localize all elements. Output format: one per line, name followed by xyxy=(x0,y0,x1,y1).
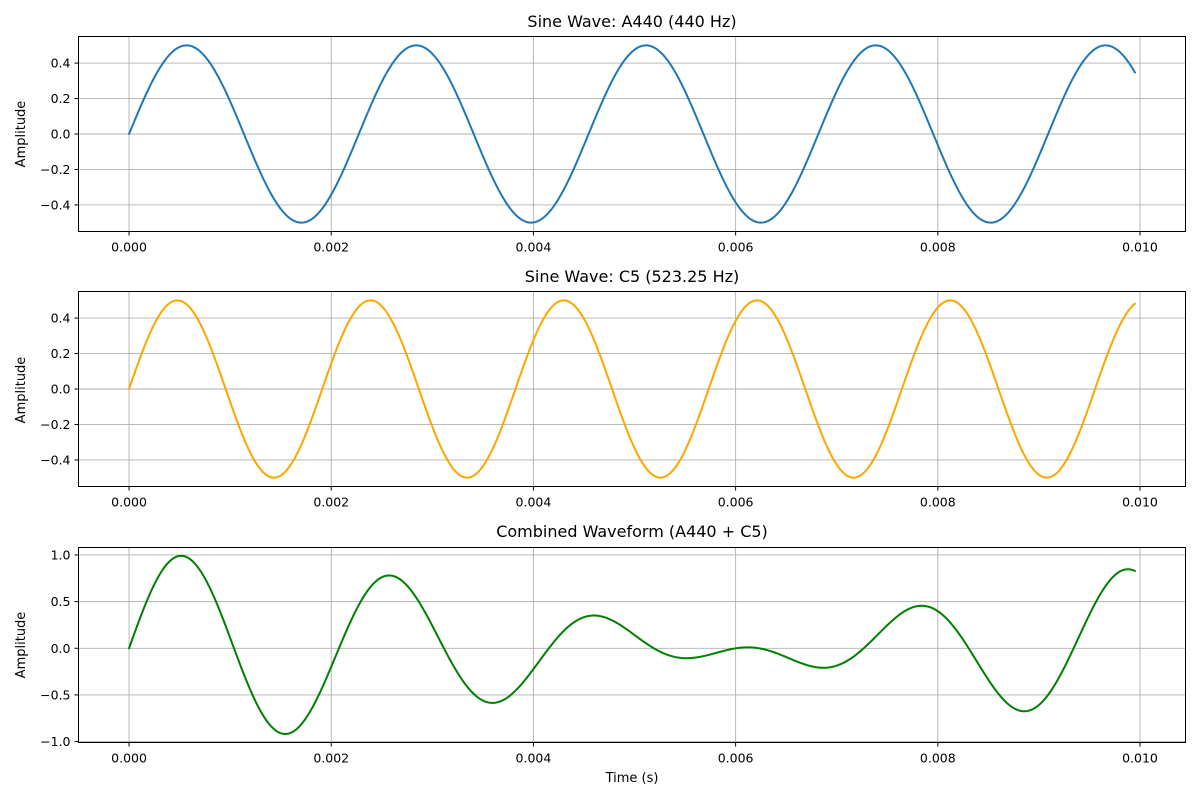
y-tick-label: −0.2 xyxy=(40,417,70,432)
series-line-c5 xyxy=(128,299,1136,479)
x-tick-label: 0.008 xyxy=(920,495,956,510)
x-tick-label: 0.010 xyxy=(1122,495,1158,510)
subplot-combined: Combined Waveform (A440 + C5) Amplitude … xyxy=(14,522,1186,786)
ticks: 0.000 0.002 0.004 0.006 0.008 0.010 −0.4 −0.2 0.… xyxy=(40,56,1158,255)
x-tick-label: 0.006 xyxy=(718,240,754,255)
series-line-a440 xyxy=(128,44,1136,224)
y-tick-label: 0.4 xyxy=(51,311,71,326)
grid xyxy=(78,291,1186,487)
y-tick-label: 0.0 xyxy=(51,641,71,656)
y-tick-label: −0.4 xyxy=(40,452,70,467)
subplot-a440: Sine Wave: A440 (440 Hz) Amplitude 0.000… xyxy=(14,12,1186,255)
y-tick-label: 0.2 xyxy=(51,346,71,361)
x-tick-label: 0.004 xyxy=(516,495,552,510)
y-tick-label: −0.2 xyxy=(40,162,70,177)
x-tick-label: 0.002 xyxy=(313,751,349,766)
y-tick-label: −0.5 xyxy=(40,687,70,702)
y-tick-label: 0.0 xyxy=(51,127,71,142)
x-tick-label: 0.000 xyxy=(111,495,147,510)
x-tick-label: 0.008 xyxy=(920,751,956,766)
x-tick-label: 0.006 xyxy=(718,495,754,510)
x-tick-label: 0.000 xyxy=(111,751,147,766)
grid xyxy=(78,547,1186,743)
y-tick-label: −0.4 xyxy=(40,197,70,212)
y-tick-label: 0.2 xyxy=(51,91,71,106)
y-axis-label: Amplitude xyxy=(14,357,29,424)
series-line-combined xyxy=(128,554,1136,735)
y-tick-label: 0.5 xyxy=(51,594,71,609)
y-tick-label: 0.0 xyxy=(51,382,71,397)
x-tick-label: 0.010 xyxy=(1122,751,1158,766)
ticks: 0.000 0.002 0.004 0.006 0.008 0.010 −0.4 −0.2 0.… xyxy=(40,311,1158,510)
plot-frame xyxy=(78,547,1186,743)
x-tick-label: 0.004 xyxy=(516,240,552,255)
ticks: 0.000 0.002 0.004 0.006 0.008 0.010 −1.0 −0.5 0.… xyxy=(40,547,1158,765)
y-tick-label: 1.0 xyxy=(51,547,71,562)
x-tick-label: 0.002 xyxy=(313,240,349,255)
x-tick-label: 0.000 xyxy=(111,240,147,255)
y-tick-label: −1.0 xyxy=(40,734,70,749)
x-tick-label: 0.002 xyxy=(313,495,349,510)
y-tick-label: 0.4 xyxy=(51,56,71,71)
grid xyxy=(78,36,1186,232)
x-tick-label: 0.006 xyxy=(718,751,754,766)
y-axis-label: Amplitude xyxy=(14,612,29,679)
subplot-c5: Sine Wave: C5 (523.25 Hz) Amplitude 0.00… xyxy=(14,267,1186,510)
subplot-title: Sine Wave: C5 (523.25 Hz) xyxy=(525,267,739,286)
x-tick-label: 0.004 xyxy=(516,751,552,766)
subplot-title: Sine Wave: A440 (440 Hz) xyxy=(527,12,736,31)
y-axis-label: Amplitude xyxy=(14,101,29,168)
x-tick-label: 0.010 xyxy=(1122,240,1158,255)
x-tick-label: 0.008 xyxy=(920,240,956,255)
x-axis-label: Time (s) xyxy=(605,771,659,786)
subplot-title: Combined Waveform (A440 + C5) xyxy=(496,522,768,541)
